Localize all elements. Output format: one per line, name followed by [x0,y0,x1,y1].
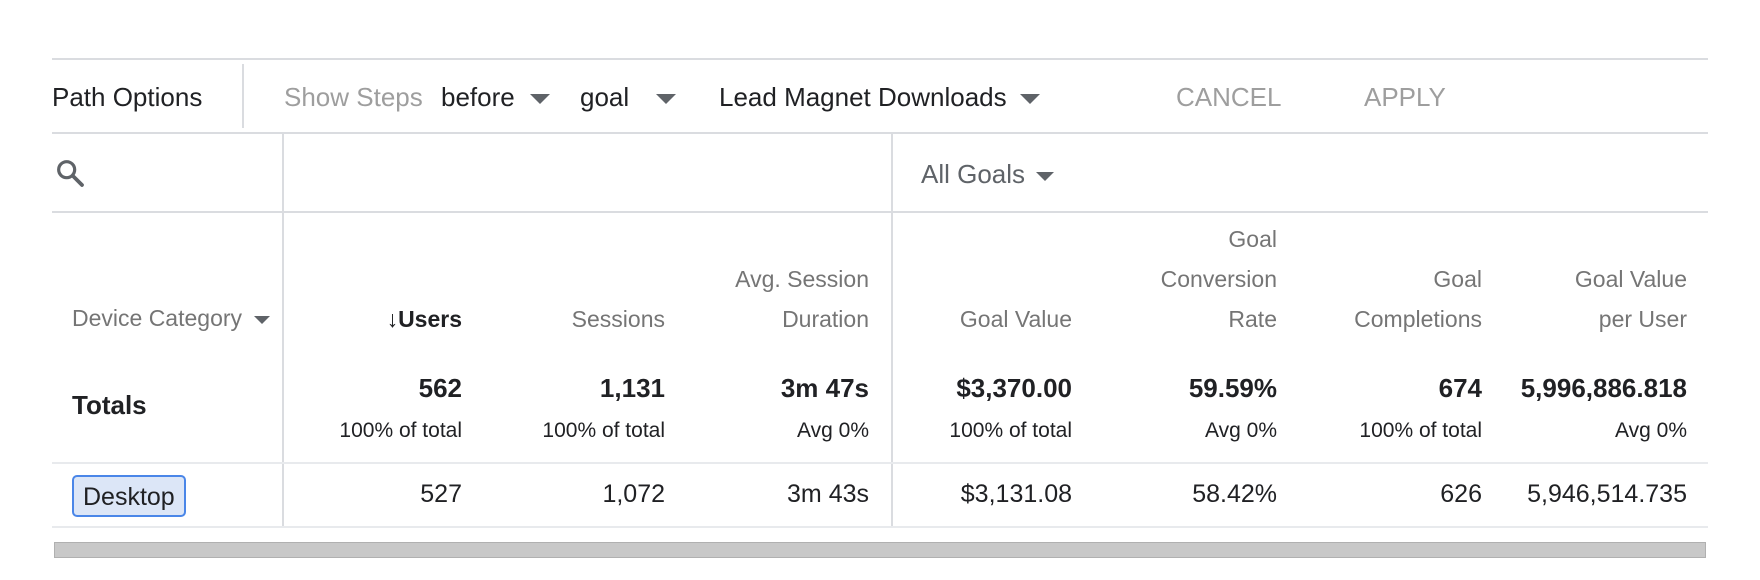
top-divider [52,58,1708,60]
steps-dropdown[interactable]: before [441,82,550,113]
table-cell: 5,946,514.735 [1527,480,1687,508]
goal-dropdown[interactable]: Lead Magnet Downloads [719,82,1040,113]
column-header-line: Goal [1433,266,1482,292]
totals-bottom-divider [52,462,1708,464]
table-cell: 527 [420,480,462,508]
table-row-label[interactable]: Desktop [72,475,186,517]
totals-value: $3,370.00 [956,373,1072,403]
column-header-line: Conversion [1160,266,1277,292]
horizontal-scrollbar[interactable] [54,542,1706,558]
all-goals-label: All Goals [921,159,1026,189]
goal-dropdown-value: Lead Magnet Downloads [719,82,1007,112]
toolbar-separator [242,64,244,128]
table-cell: 58.42% [1192,480,1277,508]
all-goals-dropdown[interactable]: All Goals [921,159,1055,190]
column-header-goal-value-per-user[interactable]: Goal Value per User [1482,259,1687,339]
column-header-goal-value[interactable]: Goal Value [893,299,1072,339]
column-header-line: Completions [1354,306,1482,332]
table-cell: 1,072 [602,480,665,508]
totals-value: 1,131 [599,373,665,403]
search-icon[interactable] [54,157,86,189]
chevron-down-icon [1036,171,1055,181]
totals-sub: 100% of total [339,419,462,442]
column-header-goal-conversion-rate[interactable]: Goal Conversion Rate [1072,219,1277,339]
apply-button[interactable]: APPLY [1364,82,1446,112]
show-steps-label: Show Steps [284,82,423,112]
column-header-avg-session-duration[interactable]: Avg. Session Duration [665,259,869,339]
column-header-line: per User [1598,306,1687,332]
path-options-label: Path Options [52,82,203,112]
steps-dropdown-value: before [441,82,515,112]
totals-value: 3m 47s [780,373,869,403]
totals-sub: Avg 0% [1615,419,1687,442]
chevron-down-icon [254,315,271,324]
chevron-down-icon [1019,94,1040,105]
dimension-column-divider [282,134,284,528]
totals-sub: Avg 0% [1205,419,1277,442]
dimension-header[interactable]: Device Category [72,305,271,332]
node-type-dropdown-value: goal [580,82,630,112]
row-bottom-divider [52,526,1708,528]
toolbar-bottom-divider [52,132,1708,134]
totals-value: 674 [1438,373,1482,403]
column-header-line: Goal [1228,226,1277,252]
chevron-down-icon [529,94,550,105]
totals-value: 562 [418,373,462,403]
totals-sub: 100% of total [1359,419,1482,442]
totals-sub: Avg 0% [797,419,869,442]
totals-label: Totals [72,390,147,420]
column-header-line: Goal Value [1574,266,1687,292]
chevron-down-icon [656,94,677,105]
column-header-line: Goal Value [959,306,1072,332]
column-header-goal-completions[interactable]: Goal Completions [1277,259,1482,339]
metric-group-divider [891,134,893,528]
totals-value: 59.59% [1188,373,1277,403]
filter-bottom-divider [52,211,1708,213]
column-header-line: ↓Users [386,306,462,332]
table-cell: 626 [1440,480,1482,508]
totals-sub: 100% of total [542,419,665,442]
column-header-line: Sessions [571,306,665,332]
column-header-users[interactable]: ↓Users [282,299,462,339]
column-header-line: Rate [1228,306,1277,332]
column-header-sessions[interactable]: Sessions [462,299,665,339]
cancel-button[interactable]: CANCEL [1176,82,1282,112]
node-type-dropdown[interactable]: goal [580,82,677,113]
column-header-line: Duration [782,306,869,332]
table-cell: $3,131.08 [960,480,1072,508]
dimension-header-label: Device Category [72,305,243,331]
totals-sub: 100% of total [949,419,1072,442]
table-cell: 3m 43s [787,480,869,508]
column-header-line: Avg. Session [735,266,869,292]
totals-value: 5,996,886.818 [1520,373,1687,403]
